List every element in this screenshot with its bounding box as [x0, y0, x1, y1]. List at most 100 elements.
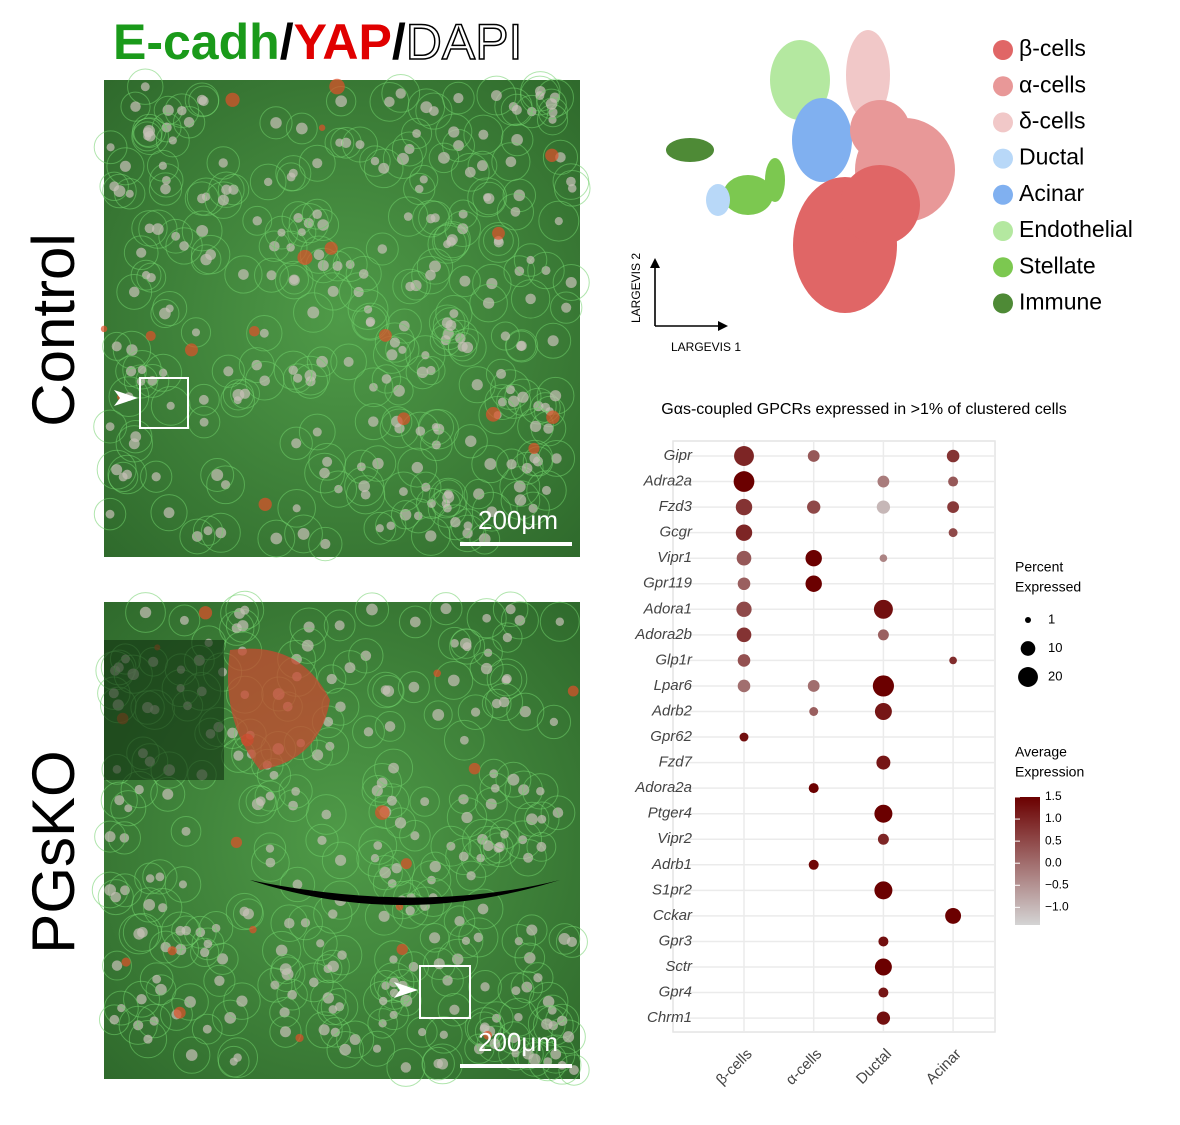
- nucleus: [265, 791, 275, 801]
- nucleus: [526, 924, 538, 936]
- cell-texture: [516, 439, 554, 477]
- nucleus: [427, 875, 436, 885]
- nucleus: [343, 356, 354, 367]
- nucleus: [490, 90, 502, 101]
- nucleus: [355, 140, 365, 150]
- nucleus: [288, 800, 298, 811]
- cell-texture: [410, 471, 442, 503]
- nucleus: [158, 161, 167, 170]
- cell-texture: [371, 364, 402, 394]
- nucleus: [543, 423, 554, 434]
- cell-texture: [458, 917, 499, 958]
- dot: [874, 958, 892, 976]
- cell-texture: [230, 378, 261, 409]
- cell-texture: [467, 177, 508, 218]
- cell-texture: [122, 349, 162, 390]
- nucleus: [183, 117, 195, 128]
- nucleus: [421, 482, 431, 492]
- nucleus: [412, 129, 421, 138]
- nucleus: [529, 420, 542, 433]
- nucleus: [513, 189, 526, 202]
- nucleus: [543, 1057, 553, 1067]
- legend-swatch: [993, 148, 1013, 169]
- cell-texture: [354, 592, 390, 627]
- legend-label: α-cells: [1019, 71, 1086, 97]
- y-tick-label: Chrm1: [647, 1009, 692, 1026]
- nucleus: [382, 685, 395, 697]
- legend-swatch: [993, 76, 1013, 97]
- nucleus: [360, 489, 371, 500]
- cell-texture: [503, 255, 536, 288]
- legend-swatch: [993, 40, 1013, 60]
- cell-texture: [381, 74, 421, 113]
- dot: [809, 707, 819, 716]
- nucleus: [291, 786, 301, 796]
- nucleus: [105, 509, 115, 519]
- cell-texture: [131, 887, 167, 923]
- nucleus: [479, 1022, 490, 1033]
- cell-texture: [476, 1025, 514, 1062]
- cell-texture: [430, 825, 472, 867]
- nucleus: [516, 341, 526, 351]
- cell-texture: [504, 378, 542, 416]
- cell-texture: [148, 172, 183, 206]
- legend-swatch: [993, 257, 1013, 278]
- nucleus: [369, 382, 378, 392]
- nucleus: [493, 237, 504, 248]
- cell-texture: [110, 790, 147, 827]
- nucleus: [381, 374, 392, 384]
- micrograph-panel: 200μm: [93, 68, 591, 562]
- colorbar-tick-label: −0.5: [1045, 877, 1069, 891]
- cell-texture: [115, 355, 147, 388]
- nucleus: [326, 673, 337, 685]
- cell-texture: [164, 93, 200, 129]
- nucleus: [335, 701, 346, 713]
- cell-texture: [363, 511, 397, 545]
- cell-texture: [378, 999, 409, 1031]
- nucleus: [139, 606, 152, 619]
- dot: [872, 675, 894, 697]
- legend-title: Average: [1015, 744, 1067, 760]
- cell-texture: [93, 409, 128, 444]
- nucleus: [360, 650, 372, 662]
- cell-texture: [552, 263, 590, 302]
- nucleus: [365, 316, 376, 327]
- nucleus: [179, 241, 189, 251]
- y-tick-label: Adrb1: [651, 856, 692, 873]
- nucleus: [322, 992, 334, 1004]
- cell-texture: [246, 315, 283, 352]
- cell-texture: [276, 162, 306, 192]
- cell-texture: [102, 173, 137, 209]
- nucleus: [252, 216, 263, 226]
- cluster-cloud: [666, 138, 714, 162]
- cell-texture: [217, 1037, 259, 1078]
- y-tick-label: Gpr119: [643, 575, 693, 592]
- nucleus: [286, 243, 295, 252]
- dot: [877, 833, 889, 845]
- nucleus: [425, 530, 437, 542]
- dot: [877, 475, 890, 488]
- nucleus: [502, 632, 513, 643]
- nucleus: [541, 1018, 553, 1030]
- size-legend-dot: [1025, 617, 1031, 623]
- micrograph-panel: 200μm: [91, 590, 590, 1087]
- legend-label: Ductal: [1019, 144, 1084, 170]
- cell-texture: [107, 454, 147, 495]
- cell-texture: [529, 392, 561, 423]
- cell-texture: [269, 1015, 302, 1048]
- nucleus: [391, 862, 402, 874]
- nucleus: [277, 228, 286, 237]
- nucleus: [288, 274, 300, 286]
- yap-signal: [318, 124, 326, 131]
- cell-texture: [429, 592, 463, 626]
- cell-texture: [136, 1003, 172, 1039]
- nucleus: [140, 82, 150, 92]
- nucleus: [465, 435, 477, 447]
- cell-texture: [223, 982, 261, 1020]
- cell-texture: [98, 1004, 130, 1036]
- nucleus: [178, 880, 187, 889]
- cell-texture: [424, 1015, 463, 1054]
- legend-label: Endothelial: [1019, 216, 1133, 242]
- cell-texture: [415, 92, 453, 130]
- nucleus: [485, 798, 497, 810]
